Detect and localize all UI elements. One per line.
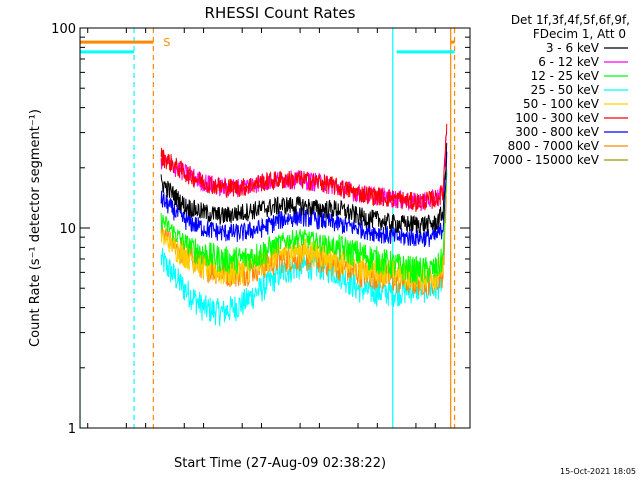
chart-title: RHESSI Count Rates — [205, 4, 356, 22]
state-flag-label: S — [163, 36, 170, 49]
y-tick-label: 100 — [51, 22, 76, 37]
y-tick-label: 1 — [68, 422, 76, 437]
series-line-12-25-kev — [160, 172, 448, 285]
legend-label: 800 - 7000 keV — [508, 139, 600, 153]
legend-label: 100 - 300 keV — [515, 111, 599, 125]
timestamp: 15-Oct-2021 18:05 — [560, 467, 636, 476]
legend-header-line-1: Det 1f,3f,4f,5f,6f,9f, — [511, 13, 630, 27]
legend-label: 12 - 25 keV — [531, 69, 600, 83]
legend-label: 7000 - 15000 keV — [492, 153, 599, 167]
legend: Det 1f,3f,4f,5f,6f,9f, FDecim 1, Att 0 3… — [492, 13, 630, 167]
legend-header-line-2: FDecim 1, Att 0 — [533, 27, 626, 41]
legend-label: 25 - 50 keV — [531, 83, 600, 97]
y-axis-label: Count Rate (s⁻¹ detector segment⁻¹) — [28, 109, 43, 347]
series-line-100-300-kev — [160, 123, 448, 212]
y-tick-label: 10 — [59, 222, 76, 237]
x-axis-label: Start Time (27-Aug-09 02:38:22) — [174, 456, 386, 471]
legend-label: 300 - 800 keV — [515, 125, 599, 139]
legend-label: 3 - 6 keV — [546, 41, 600, 55]
series-line-300-800-kev — [160, 151, 448, 248]
series-line-3-6-kev — [160, 143, 448, 234]
legend-label: 6 - 12 keV — [538, 55, 600, 69]
legend-label: 50 - 100 keV — [523, 97, 600, 111]
